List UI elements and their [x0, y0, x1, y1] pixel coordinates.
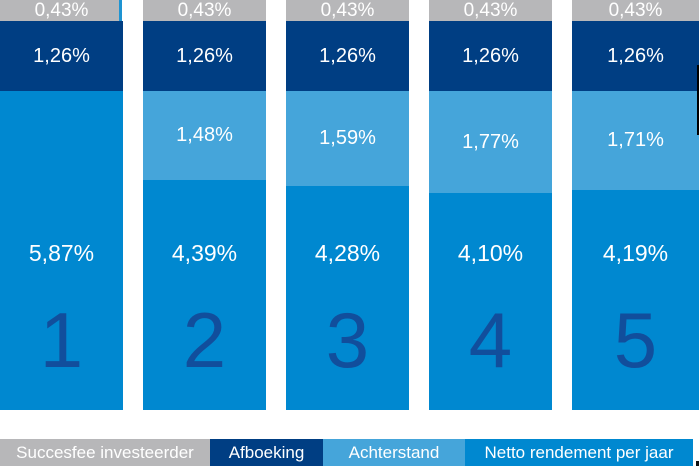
legend-item-afboeking: Afboeking: [210, 439, 323, 466]
column-number: 4: [468, 296, 513, 384]
label-afboeking: 1,26%: [607, 45, 664, 67]
segment-netto-rendement: [429, 193, 552, 410]
segment-achterstand: [143, 91, 266, 180]
bar-column-5: 0,43% 1,26% 1,71% 4,19% 5: [572, 0, 699, 410]
segment-afboeking: [0, 21, 123, 91]
label-netto-rendement: 4,19%: [602, 240, 669, 266]
label-succesfee: 0,43%: [320, 0, 375, 21]
artifact-black-strip: [697, 65, 699, 135]
label-netto-rendement: 4,28%: [314, 240, 381, 266]
label-afboeking: 1,26%: [33, 45, 90, 67]
segment-afboeking: [429, 21, 552, 91]
legend-item-netto-rendement: Netto rendement per jaar: [465, 439, 693, 466]
label-netto-rendement: 4,10%: [457, 240, 524, 266]
segment-afboeking: [572, 21, 699, 91]
column-number: 3: [325, 296, 370, 384]
label-afboeking: 1,26%: [462, 45, 519, 67]
legend-item-succesfee: Succesfee investeerder: [0, 439, 210, 466]
bar-column-1: 0,43% 1,26% 5,87% 1: [0, 0, 123, 410]
label-achterstand: 1,71%: [607, 129, 664, 151]
label-succesfee: 0,43%: [177, 0, 232, 21]
segment-achterstand: [572, 91, 699, 190]
column-number: 1: [39, 296, 84, 384]
label-achterstand: 1,77%: [462, 131, 519, 153]
artifact-blue-sliver: [119, 0, 122, 21]
segment-netto-rendement: [286, 186, 409, 410]
label-succesfee: 0,43%: [34, 0, 89, 21]
column-number: 2: [182, 296, 227, 384]
segment-succesfee: [0, 0, 119, 21]
label-afboeking: 1,26%: [319, 45, 376, 67]
bar-column-3: 0,43% 1,26% 1,59% 4,28% 3: [286, 0, 409, 410]
segment-afboeking: [143, 21, 266, 91]
segment-succesfee: [143, 0, 266, 21]
segment-netto-rendement: [143, 180, 266, 410]
label-netto-rendement: 4,39%: [171, 240, 238, 266]
segment-succesfee: [286, 0, 409, 21]
segment-netto-rendement: [572, 190, 699, 410]
label-achterstand: 1,59%: [319, 127, 376, 149]
legend: Succesfee investeerder Afboeking Achters…: [0, 439, 699, 466]
artifact-black-corner: [696, 461, 699, 466]
segment-succesfee: [429, 0, 552, 21]
segment-achterstand: [429, 91, 552, 193]
segment-afboeking: [286, 21, 409, 91]
bar-column-2: 0,43% 1,26% 1,48% 4,39% 2: [143, 0, 266, 410]
segment-netto-rendement: [0, 91, 123, 410]
label-achterstand: 1,48%: [176, 124, 233, 146]
column-number: 5: [613, 296, 658, 384]
legend-item-achterstand: Achterstand: [323, 439, 465, 466]
label-netto-rendement: 5,87%: [28, 240, 95, 266]
segment-succesfee: [572, 0, 699, 21]
label-afboeking: 1,26%: [176, 45, 233, 67]
label-succesfee: 0,43%: [463, 0, 518, 21]
segment-achterstand: [286, 91, 409, 186]
bar-column-4: 0,43% 1,26% 1,77% 4,10% 4: [429, 0, 552, 410]
label-succesfee: 0,43%: [608, 0, 663, 21]
